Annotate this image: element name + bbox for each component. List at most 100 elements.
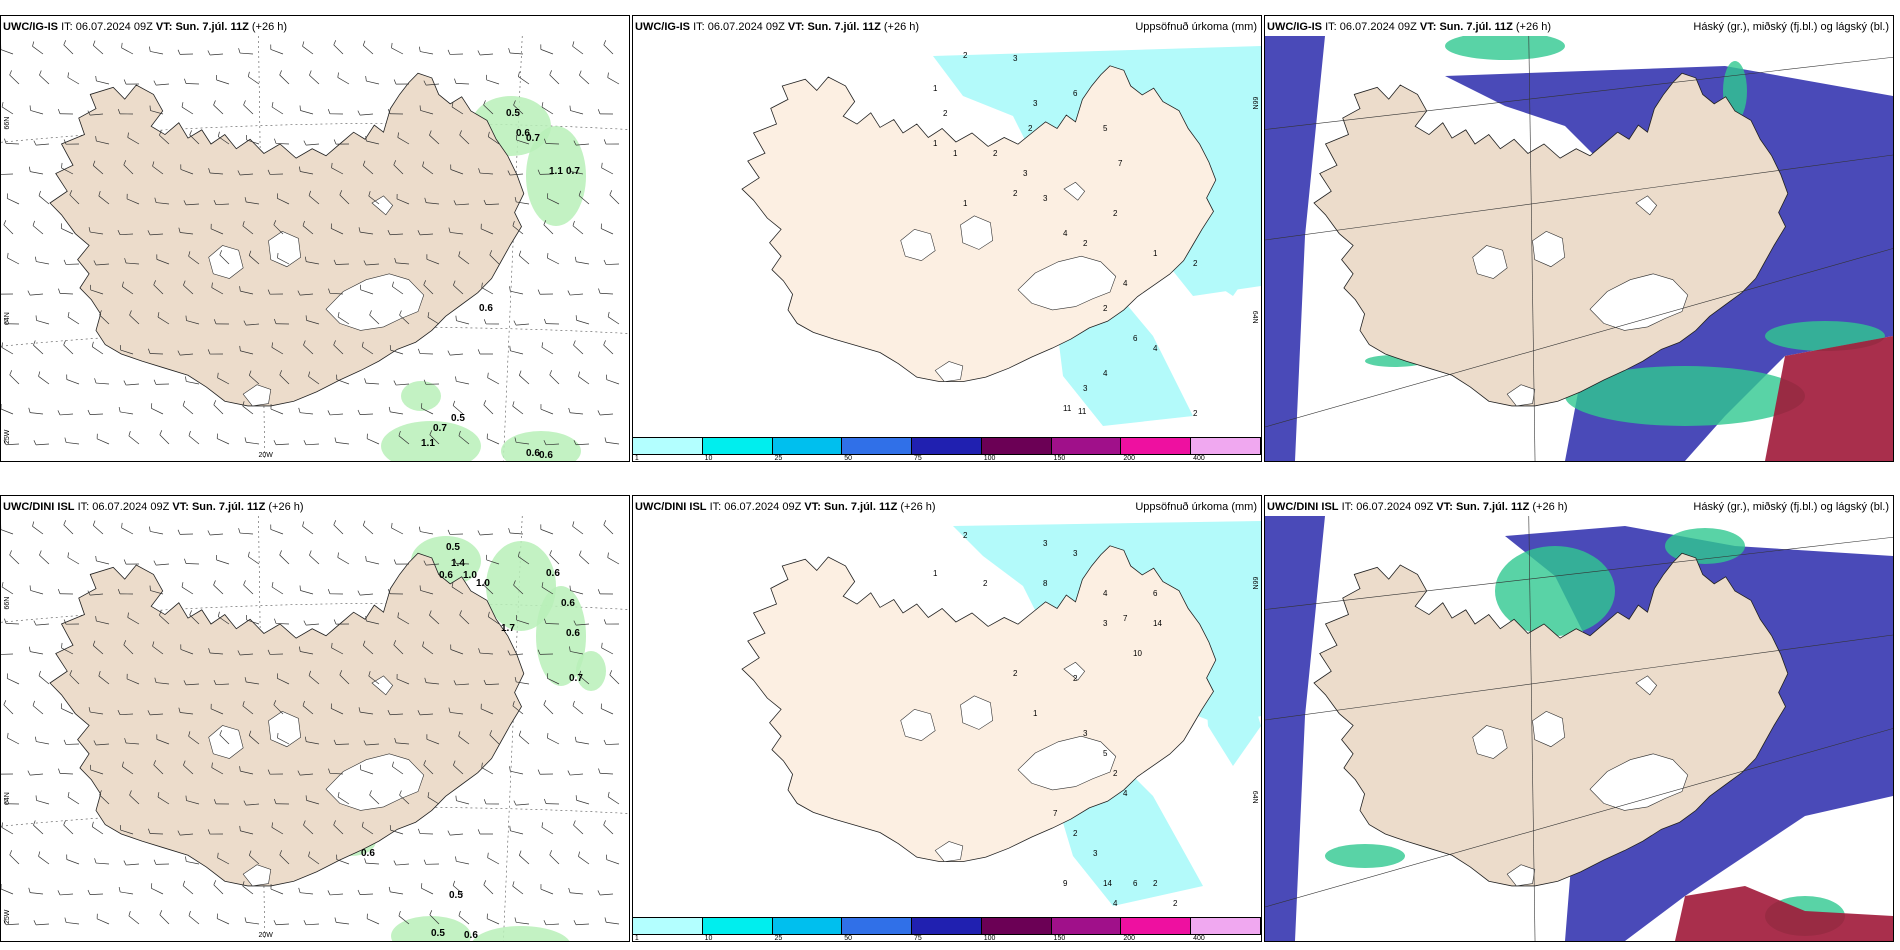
colorbar-tick-label: 150 — [1053, 935, 1066, 942]
low-cloud-area — [1675, 886, 1893, 941]
precip-value-label: 2 — [1193, 259, 1198, 268]
colorbar-swatch — [912, 918, 982, 934]
precip-blob — [391, 916, 471, 941]
lead-time: (+26 h) — [251, 21, 288, 33]
vt-value: Sun. 7.júl. 11Z — [175, 21, 249, 33]
precip-value-label: 11 — [1078, 407, 1087, 416]
colorbar-tick-label: 10 — [704, 455, 713, 462]
precip-value-label: 6 — [1153, 589, 1158, 598]
panel-wind-dini: UWC/DINI ISL IT: 06.07.2024 09Z VT: Sun.… — [0, 495, 630, 942]
precip-value-label: 1 — [933, 84, 938, 93]
lat-label: 64N — [4, 312, 11, 325]
precip-value-label: 2 — [1103, 304, 1108, 313]
colorbar-tick-label: 50 — [844, 935, 852, 942]
lat-label: 64N — [4, 792, 11, 805]
precip-value-label: 1 — [933, 139, 938, 148]
precip-value-label: 3 — [1093, 849, 1098, 858]
precip-value-label: 1 — [1153, 249, 1158, 258]
precip-value-label: 4 — [1123, 279, 1128, 288]
lon-label: 20W — [258, 452, 273, 459]
precip-value-label: 0.6 — [464, 930, 478, 941]
lat-label: 66N — [1251, 97, 1258, 110]
precip-value-label: 2 — [1173, 899, 1178, 908]
vt-label: VT: — [1419, 21, 1437, 33]
precip-value-label: 0.6 — [439, 570, 453, 581]
colorbar-swatch — [702, 918, 773, 934]
it-value: 06.07.2024 09Z — [1356, 501, 1434, 513]
wind-map: 0.51.40.6 1.01.00.60.61.7 0.60.70.60.50.5 0… — [1, 516, 629, 941]
precip-value-label: 3 — [1103, 619, 1108, 628]
colorbar-tick-label: 50 — [844, 455, 852, 462]
it-label: IT: — [693, 21, 705, 33]
precip-value-label: 14 — [1153, 619, 1162, 628]
vt-value: Sun. 7.júl. 11Z — [1455, 501, 1530, 513]
precip-value-label: 1.1 — [421, 438, 435, 449]
colorbar-swatch — [981, 918, 1052, 934]
precip-value-label: 1.7 — [501, 623, 515, 634]
precip-value-label: 1.4 — [451, 558, 465, 569]
precip-value-label: 0.7 — [526, 133, 540, 144]
lead-time: (+26 h) — [1515, 21, 1552, 33]
iceland-land — [1313, 72, 1789, 407]
iceland-land — [741, 65, 1217, 383]
high-cloud-area — [1495, 546, 1615, 636]
precip-value-label: 0.6 — [361, 848, 375, 859]
panel-cloud-dini: UWC/DINI ISL IT: 06.07.2024 09Z VT: Sun.… — [1264, 495, 1894, 942]
precip-value-label: 6 — [1133, 879, 1138, 888]
precip-value-label: 3 — [1013, 54, 1018, 63]
colorbar-tick-label: 75 — [913, 935, 922, 942]
precip-value-label: 4 — [1103, 369, 1108, 378]
colorbar-swatches — [633, 917, 1261, 935]
precip-value-label: 4 — [1103, 589, 1108, 598]
colorbar-tick-label: 400 — [1193, 935, 1205, 942]
precip-value-label: 0.5 — [449, 890, 463, 901]
panel-precip-dini: UWC/DINI ISL IT: 06.07.2024 09Z VT: Sun.… — [632, 495, 1262, 942]
colorbar-tick-label: 400 — [1193, 455, 1205, 462]
it-value: 06.07.2024 09Z — [707, 21, 785, 33]
model-name: UWC/IG-IS — [635, 21, 690, 33]
vt-value: Sun. 7.júl. 11Z — [823, 501, 898, 513]
iceland-land — [741, 545, 1217, 863]
colorbar-tick-label: 25 — [774, 935, 783, 942]
precip-value-label: 1.0 — [476, 578, 490, 589]
precip-value-label: 3 — [1043, 539, 1048, 548]
precip-value-label: 2 — [993, 149, 998, 158]
vt-label: VT: — [1436, 501, 1453, 513]
precip-blob — [401, 381, 441, 411]
vt-value: Sun. 7.júl. 11Z — [1439, 21, 1513, 33]
precip-value-label: 6 — [1073, 89, 1078, 98]
iceland-land — [49, 552, 525, 887]
colorbar-swatch — [1051, 438, 1122, 454]
model-name: UWC/IG-IS — [3, 21, 58, 33]
lead-time: (+26 h) — [268, 501, 304, 513]
vt-label: VT: — [804, 501, 821, 513]
precip-value-label: 5 — [1103, 124, 1108, 133]
it-label: IT: — [61, 21, 73, 33]
colorbar-swatch — [842, 918, 913, 934]
vt-value: Sun. 7.júl. 11Z — [191, 501, 266, 513]
colorbar-tick-label: 10 — [704, 935, 713, 942]
lead-time: (+26 h) — [900, 501, 936, 513]
panel-title: UWC/DINI ISL IT: 06.07.2024 09Z VT: Sun.… — [635, 498, 1259, 516]
field-title: Háský (gr.), miðský (fj.bl.) og lágský (… — [1693, 21, 1889, 33]
colorbar-tick-label: 100 — [983, 455, 996, 462]
low-cloud-area — [1765, 336, 1893, 461]
model-name: UWC/DINI ISL — [3, 501, 75, 513]
precip-area — [1193, 206, 1261, 296]
colorbar-swatches — [633, 437, 1261, 455]
cloud-map — [1265, 36, 1893, 461]
colorbar-labels: 1 10 25 50 75 100 150 200 400 — [633, 455, 1261, 462]
precip-blob — [526, 126, 586, 226]
precip-value-label: 3 — [1083, 729, 1088, 738]
precip-value-label: 0.7 — [566, 166, 580, 177]
colorbar-tick-label: 25 — [774, 455, 783, 462]
precip-blob — [501, 431, 581, 461]
precip-value-label: 14 — [1103, 879, 1112, 888]
precip-value-label: 0.6 — [566, 628, 580, 639]
precip-value-label: 10 — [1133, 649, 1142, 658]
colorbar-swatch — [633, 918, 703, 934]
precip-value-label: 11 — [1063, 404, 1072, 413]
wind-barbs — [1, 40, 620, 446]
precip-map: 2 3 3 1 2 4 6 8 3 7 14 10 2 2 1 3 5 2 4 7 2 3 9 14 6 2 4 2 66N 64N — [741, 521, 1261, 908]
